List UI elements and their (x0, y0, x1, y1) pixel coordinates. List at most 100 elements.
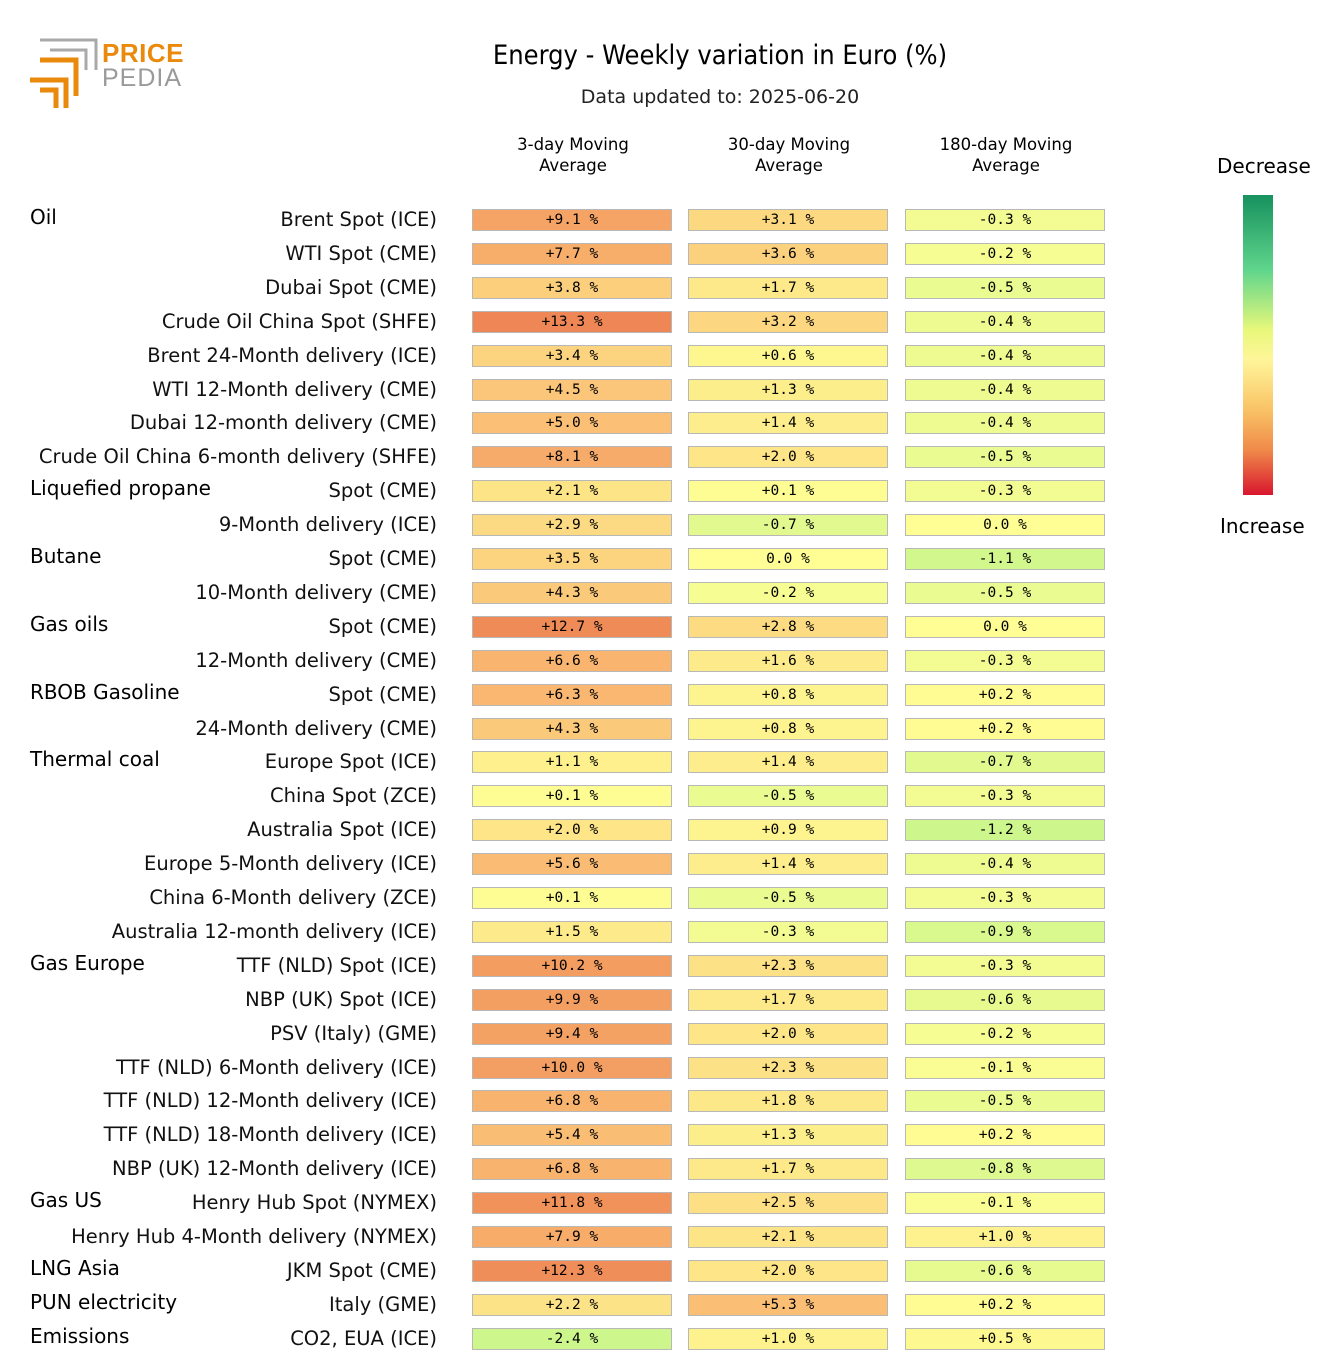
value-cell: +2.1 % (472, 480, 672, 503)
value-cell: +1.0 % (688, 1327, 888, 1350)
row-label: Spot (CME) (328, 479, 437, 503)
value-cell: +10.0 % (472, 1056, 672, 1079)
value-cell: +5.6 % (472, 853, 672, 876)
value-cell: +0.2 % (905, 1124, 1105, 1147)
row-label: PSV (Italy) (GME) (270, 1021, 437, 1045)
row-label: Crude Oil China 6-month delivery (SHFE) (38, 445, 437, 469)
value-cell: -0.2 % (905, 242, 1105, 265)
group-label: RBOB Gasoline (30, 679, 180, 704)
row-label: TTF (NLD) 12-Month delivery (ICE) (103, 1089, 437, 1113)
row-label: 9-Month delivery (ICE) (218, 513, 437, 537)
column-header-1: 3-day Moving Average (472, 134, 674, 176)
row-label: CO2, EUA (ICE) (290, 1326, 437, 1350)
row-label: Brent Spot (ICE) (280, 208, 437, 231)
value-cell: -0.6 % (905, 988, 1105, 1011)
group-label: Gas Europe (30, 950, 145, 975)
column-header-line: 3-day Moving (517, 135, 629, 154)
value-cell: +1.3 % (688, 378, 888, 401)
value-cell: +6.3 % (472, 683, 672, 706)
value-cell: +2.5 % (688, 1192, 888, 1215)
row-label: Dubai 12-month delivery (CME) (129, 411, 437, 435)
value-cell: -0.4 % (905, 310, 1105, 333)
group-label: Gas oils (30, 611, 109, 636)
value-cell: +0.1 % (472, 785, 672, 808)
value-cell: +1.0 % (905, 1226, 1105, 1248)
value-cell: +0.8 % (688, 717, 888, 740)
row-label: WTI 12-Month delivery (CME) (152, 377, 437, 401)
row-label: TTF (NLD) 6-Month delivery (ICE) (116, 1055, 437, 1079)
value-cell: -0.5 % (905, 276, 1105, 299)
value-cell: +3.1 % (688, 209, 888, 231)
value-cell: -0.5 % (905, 446, 1105, 469)
row-label: Crude Oil China Spot (SHFE) (161, 309, 437, 333)
row-label: TTF (NLD) Spot (ICE) (236, 953, 437, 977)
value-cell: -0.1 % (905, 1056, 1105, 1079)
value-cell: +0.9 % (688, 819, 888, 842)
value-cell: +9.1 % (472, 209, 672, 231)
value-cell: +7.7 % (472, 242, 672, 265)
row-label: Europe Spot (ICE) (264, 750, 437, 774)
value-cell: +11.8 % (472, 1192, 672, 1215)
value-cell: +2.1 % (688, 1226, 888, 1248)
row-label: 12-Month delivery (CME) (195, 648, 437, 672)
value-cell: -2.4 % (472, 1327, 672, 1350)
value-cell: +1.5 % (472, 920, 672, 943)
legend-color-scale (1243, 195, 1273, 495)
value-cell: +1.4 % (688, 751, 888, 774)
group-label: Gas US (30, 1188, 102, 1213)
column-header-line: Average (539, 156, 607, 175)
value-cell: +0.1 % (688, 480, 888, 503)
value-cell: -0.4 % (905, 412, 1105, 435)
row-label: Dubai Spot (CME) (265, 275, 437, 299)
row-label: 10-Month delivery (CME) (195, 580, 437, 604)
value-cell: 0.0 % (905, 514, 1105, 537)
value-cell: -0.3 % (905, 209, 1105, 231)
value-cell: +9.4 % (472, 1022, 672, 1045)
value-cell: -0.5 % (688, 887, 888, 909)
group-label: PUN electricity (30, 1289, 178, 1314)
column-header-2: 30-day Moving Average (688, 134, 890, 176)
row-label: Europe 5-Month delivery (ICE) (144, 852, 437, 876)
logo-text-price: PRICE (102, 38, 184, 68)
value-cell: -0.5 % (905, 581, 1105, 604)
row-label: China 6-Month delivery (ZCE) (149, 886, 437, 909)
value-cell: +4.5 % (472, 378, 672, 401)
column-header-line: Average (972, 156, 1040, 175)
value-cell: +2.0 % (688, 1022, 888, 1045)
value-cell: +5.3 % (688, 1293, 888, 1316)
value-cell: -0.7 % (688, 514, 888, 537)
row-label: Australia Spot (ICE) (247, 818, 437, 842)
value-cell: +9.9 % (472, 988, 672, 1011)
value-cell: -0.3 % (905, 480, 1105, 503)
row-label: JKM Spot (CME) (286, 1258, 437, 1282)
value-cell: +3.6 % (688, 242, 888, 265)
value-cell: +2.8 % (688, 615, 888, 638)
value-cell: +1.1 % (472, 751, 672, 774)
row-label: Henry Hub Spot (NYMEX) (191, 1191, 437, 1215)
value-cell: +4.3 % (472, 581, 672, 604)
value-cell: -1.1 % (905, 548, 1105, 570)
chart-subtitle: Data updated to: 2025-06-20 (580, 86, 860, 108)
group-label: Emissions (30, 1323, 130, 1348)
value-cell: -1.2 % (905, 819, 1105, 842)
value-cell: +1.4 % (688, 412, 888, 435)
value-cell: +1.7 % (688, 988, 888, 1011)
value-cell: -0.4 % (905, 853, 1105, 876)
value-cell: -0.3 % (905, 887, 1105, 909)
group-label: Thermal coal (30, 747, 160, 772)
row-label: Brent 24-Month delivery (ICE) (147, 343, 437, 367)
value-cell: +5.4 % (472, 1124, 672, 1147)
group-label: Oil (30, 205, 57, 229)
row-label: Spot (CME) (328, 547, 437, 570)
chart-title: Energy - Weekly variation in Euro (%) (492, 40, 948, 71)
value-cell: +3.8 % (472, 276, 672, 299)
value-cell: +4.3 % (472, 717, 672, 740)
row-label: NBP (UK) 12-Month delivery (ICE) (112, 1157, 437, 1181)
value-cell: +2.9 % (472, 514, 672, 537)
value-cell: -0.7 % (905, 751, 1105, 774)
value-cell: +0.2 % (905, 717, 1105, 740)
value-cell: +3.5 % (472, 548, 672, 570)
column-header-3: 180-day Moving Average (905, 134, 1107, 176)
value-cell: -0.5 % (688, 785, 888, 808)
column-header-line: 180-day Moving (939, 135, 1073, 154)
